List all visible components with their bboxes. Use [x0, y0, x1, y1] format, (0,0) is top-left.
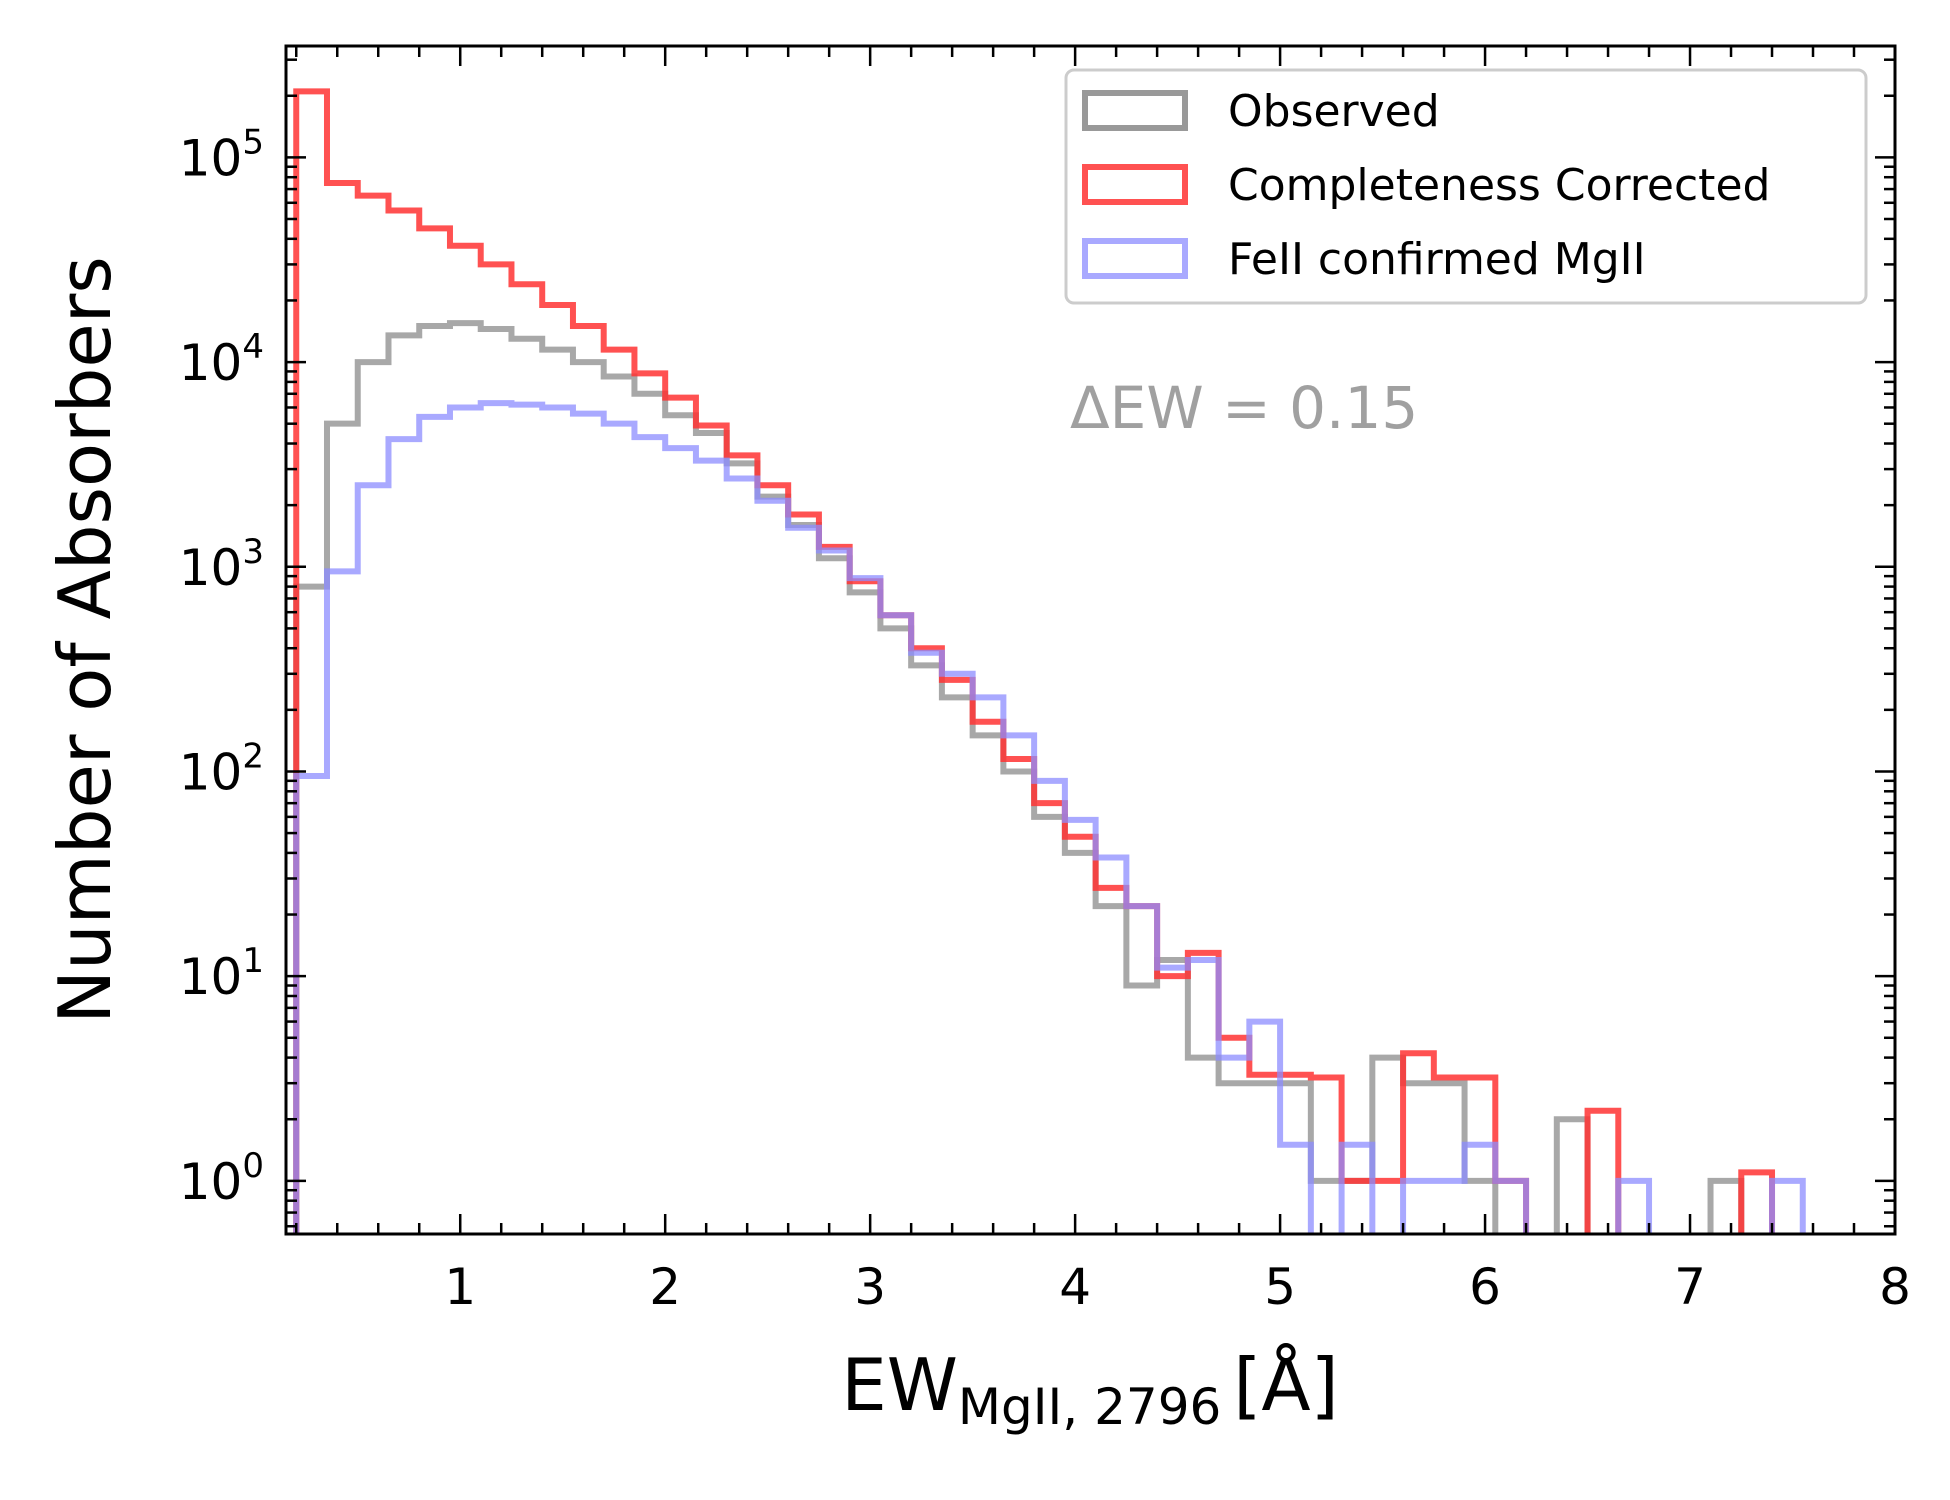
series-feii-confirmed-mgii: [293, 400, 1806, 1234]
x-tick-label: 4: [1059, 1258, 1091, 1316]
legend-label-feii-confirmed: FeII confirmed MgII: [1228, 234, 1646, 285]
y-tick-label: 103: [179, 532, 264, 597]
x-tick-label: 7: [1674, 1258, 1706, 1316]
y-tick-label: 104: [179, 327, 264, 392]
x-tick-label: 2: [649, 1258, 681, 1316]
x-axis-title-subscript: MgII, 2796: [958, 1378, 1221, 1436]
legend-item-completeness-corrected: Completeness Corrected: [1082, 160, 1770, 211]
legend-swatch-completeness-corrected: [1082, 164, 1188, 205]
plot-frame: [284, 44, 1897, 1236]
y-tick-label: 105: [179, 122, 264, 187]
x-axis-title: EWMgII, 2796 [Å]: [841, 1343, 1339, 1436]
series-completeness-corrected: [293, 88, 1776, 1234]
y-tick-label: 100: [179, 1146, 264, 1211]
x-tick-labels: 1 2 3 4 5 6 7 8: [444, 1258, 1911, 1316]
x-tick-label: 8: [1879, 1258, 1911, 1316]
x-tick-label: 6: [1469, 1258, 1501, 1316]
plot-area: [293, 88, 1806, 1234]
legend-label-observed: Observed: [1228, 86, 1440, 137]
y-tick-label: 102: [179, 736, 264, 801]
series-observed: [293, 320, 1745, 1234]
legend-item-observed: Observed: [1082, 86, 1440, 137]
legend-swatch-feii-confirmed: [1082, 238, 1188, 279]
axis-ticks: [286, 46, 1897, 1234]
legend: Observed Completeness Corrected FeII con…: [1064, 68, 1868, 305]
legend-swatch-observed: [1082, 90, 1188, 131]
x-axis-title-main: EW: [841, 1343, 958, 1427]
x-axis-title-unit: [Å]: [1233, 1343, 1338, 1427]
legend-frame: [1064, 68, 1868, 305]
bin-width-annotation: ΔEW = 0.15: [1070, 374, 1418, 442]
x-tick-label: 5: [1264, 1258, 1296, 1316]
legend-item-feii-confirmed: FeII confirmed MgII: [1082, 234, 1646, 285]
legend-label-completeness-corrected: Completeness Corrected: [1228, 160, 1770, 211]
series-layer: [293, 88, 1806, 1234]
y-tick-labels: 100 101 102 103 104 105: [179, 122, 264, 1210]
x-tick-label: 1: [444, 1258, 476, 1316]
x-tick-label: 3: [854, 1258, 886, 1316]
y-tick-label: 101: [179, 941, 264, 1006]
y-axis-title: Number of Absorbers: [43, 256, 127, 1024]
